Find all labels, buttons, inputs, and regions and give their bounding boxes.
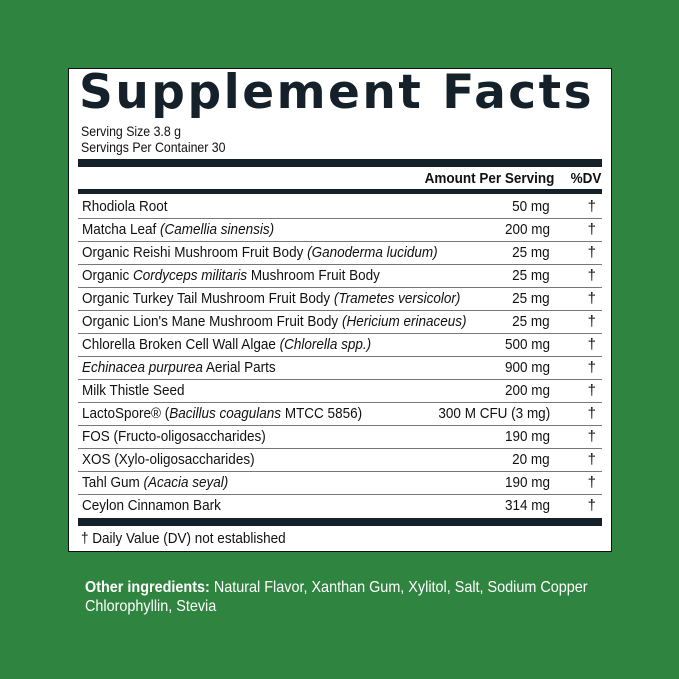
ingredient-name-pre: Organic Turkey Tail Mushroom Fruit Body xyxy=(82,290,334,307)
divider-thick-bottom xyxy=(78,518,602,526)
ingredient-name-pre: Matcha Leaf xyxy=(82,221,161,238)
ingredient-dv: † xyxy=(587,221,596,238)
ingredient-name-pre: Ceylon Cinnamon Bark xyxy=(82,497,221,514)
footnote: † Daily Value (DV) not established xyxy=(81,530,286,547)
ingredient-dv: † xyxy=(587,359,596,376)
ingredient-name-it: (Ganoderma lucidum) xyxy=(307,244,438,261)
ingredient-name: Matcha Leaf (Camellia sinensis) xyxy=(82,219,274,241)
table-row: Organic Cordyceps militaris Mushroom Fru… xyxy=(78,265,602,288)
ingredient-name-post: Mushroom Fruit Body xyxy=(247,267,380,284)
dv-header: %DV xyxy=(570,170,601,187)
ingredient-name-it: Echinacea purpurea xyxy=(82,359,203,376)
ingredient-name: Milk Thistle Seed xyxy=(82,380,185,402)
ingredient-name: Rhodiola Root xyxy=(82,196,168,218)
ingredient-amount: 190 mg xyxy=(504,428,550,445)
table-row: Ceylon Cinnamon Bark 314 mg † xyxy=(78,495,602,517)
ingredient-amount: 300 M CFU (3 mg) xyxy=(438,405,550,422)
ingredient-dv: † xyxy=(587,405,596,422)
ingredient-name-pre: Tahl Gum xyxy=(82,474,144,491)
ingredient-name-pre: XOS (Xylo-oligosaccharides) xyxy=(82,451,255,468)
ingredient-dv: † xyxy=(587,382,596,399)
other-ingredients-text: Natural Flavor, Xanthan Gum, Xylitol, Sa… xyxy=(85,579,588,615)
supplement-facts-panel: Supplement Facts Serving Size 3.8 g Serv… xyxy=(68,65,612,552)
ingredient-amount: 500 mg xyxy=(504,336,550,353)
ingredient-name-pre: Milk Thistle Seed xyxy=(82,382,185,399)
ingredient-amount: 25 mg xyxy=(512,267,550,284)
ingredient-dv: † xyxy=(587,290,596,307)
table-row: Organic Turkey Tail Mushroom Fruit Body … xyxy=(78,288,602,311)
ingredient-dv: † xyxy=(587,451,596,468)
ingredient-amount: 25 mg xyxy=(512,244,550,261)
table-row: Matcha Leaf (Camellia sinensis) 200 mg † xyxy=(78,219,602,242)
table-row: FOS (Fructo-oligosaccharides) 190 mg † xyxy=(78,426,602,449)
ingredient-name-it: (Trametes versicolor) xyxy=(333,290,461,307)
ingredient-name: Organic Reishi Mushroom Fruit Body (Gano… xyxy=(82,242,438,264)
ingredient-name-pre: Organic xyxy=(82,267,134,284)
ingredient-name-it: (Hericium erinaceus) xyxy=(341,313,467,330)
ingredient-name-pre: Chlorella Broken Cell Wall Algae xyxy=(82,336,280,353)
ingredient-name: FOS (Fructo-oligosaccharides) xyxy=(82,426,266,448)
ingredient-dv: † xyxy=(587,198,596,215)
ingredient-name-pre: Organic Reishi Mushroom Fruit Body xyxy=(82,244,308,261)
ingredient-amount: 200 mg xyxy=(504,382,550,399)
servings-per-container: Servings Per Container 30 xyxy=(81,139,226,155)
other-ingredients-label: Other ingredients: xyxy=(85,579,210,596)
table-row: Rhodiola Root 50 mg † xyxy=(78,196,602,219)
table-row: Tahl Gum (Acacia seyal) 190 mg † xyxy=(78,472,602,495)
ingredient-name-post: Aerial Parts xyxy=(202,359,276,376)
table-row: Organic Reishi Mushroom Fruit Body (Gano… xyxy=(78,242,602,265)
ingredient-dv: † xyxy=(587,497,596,514)
ingredient-name: XOS (Xylo-oligosaccharides) xyxy=(82,449,255,471)
table-row: XOS (Xylo-oligosaccharides) 20 mg † xyxy=(78,449,602,472)
table-row: Organic Lion's Mane Mushroom Fruit Body … xyxy=(78,311,602,334)
ingredient-name-pre: Organic Lion's Mane Mushroom Fruit Body xyxy=(82,313,342,330)
ingredient-dv: † xyxy=(587,244,596,261)
ingredient-amount: 200 mg xyxy=(504,221,550,238)
ingredient-dv: † xyxy=(587,336,596,353)
ingredient-name-it: Cordyceps militaris xyxy=(133,267,248,284)
ingredient-name-it: (Camellia sinensis) xyxy=(160,221,275,238)
ingredient-name-pre: Rhodiola Root xyxy=(82,198,168,215)
ingredient-dv: † xyxy=(587,267,596,284)
ingredient-name-pre: FOS (Fructo-oligosaccharides) xyxy=(82,428,266,445)
ingredient-name-it: Bacillus coagulans xyxy=(169,405,282,422)
ingredient-table: Rhodiola Root 50 mg † Matcha Leaf (Camellia… xyxy=(78,196,602,517)
table-row: Chlorella Broken Cell Wall Algae (Chlore… xyxy=(78,334,602,357)
ingredient-name-post: MTCC 5856) xyxy=(281,405,363,422)
divider-medium xyxy=(78,189,602,194)
serving-size: Serving Size 3.8 g xyxy=(81,123,181,139)
table-row: Milk Thistle Seed 200 mg † xyxy=(78,380,602,403)
panel-title: Supplement Facts xyxy=(79,65,595,120)
ingredient-name: Organic Turkey Tail Mushroom Fruit Body … xyxy=(82,288,460,310)
ingredient-amount: 900 mg xyxy=(504,359,550,376)
ingredient-amount: 190 mg xyxy=(504,474,550,491)
ingredient-name-it: (Chlorella spp.) xyxy=(279,336,372,353)
ingredient-amount: 20 mg xyxy=(512,451,550,468)
amount-header: Amount Per Serving xyxy=(424,170,555,187)
column-header: Amount Per Serving %DV xyxy=(408,170,601,187)
ingredient-amount: 314 mg xyxy=(504,497,550,514)
ingredient-dv: † xyxy=(587,313,596,330)
ingredient-name-pre: LactoSpore® ( xyxy=(82,405,170,422)
ingredient-name: Echinacea purpurea Aerial Parts xyxy=(82,357,276,379)
ingredient-amount: 25 mg xyxy=(512,313,550,330)
ingredient-name: Chlorella Broken Cell Wall Algae (Chlore… xyxy=(82,334,371,356)
ingredient-name: LactoSpore® (Bacillus coagulans MTCC 585… xyxy=(82,403,362,425)
ingredient-dv: † xyxy=(587,428,596,445)
ingredient-name-it: (Acacia seyal) xyxy=(143,474,229,491)
other-ingredients: Other ingredients: Natural Flavor, Xanth… xyxy=(85,578,589,616)
ingredient-dv: † xyxy=(587,474,596,491)
divider-thick xyxy=(78,159,602,167)
ingredient-amount: 50 mg xyxy=(512,198,550,215)
ingredient-name: Tahl Gum (Acacia seyal) xyxy=(82,472,228,494)
ingredient-amount: 25 mg xyxy=(512,290,550,307)
ingredient-name: Ceylon Cinnamon Bark xyxy=(82,495,221,517)
ingredient-name: Organic Lion's Mane Mushroom Fruit Body … xyxy=(82,311,466,333)
table-row: Echinacea purpurea Aerial Parts 900 mg † xyxy=(78,357,602,380)
ingredient-name: Organic Cordyceps militaris Mushroom Fru… xyxy=(82,265,380,287)
table-row: LactoSpore® (Bacillus coagulans MTCC 585… xyxy=(78,403,602,426)
